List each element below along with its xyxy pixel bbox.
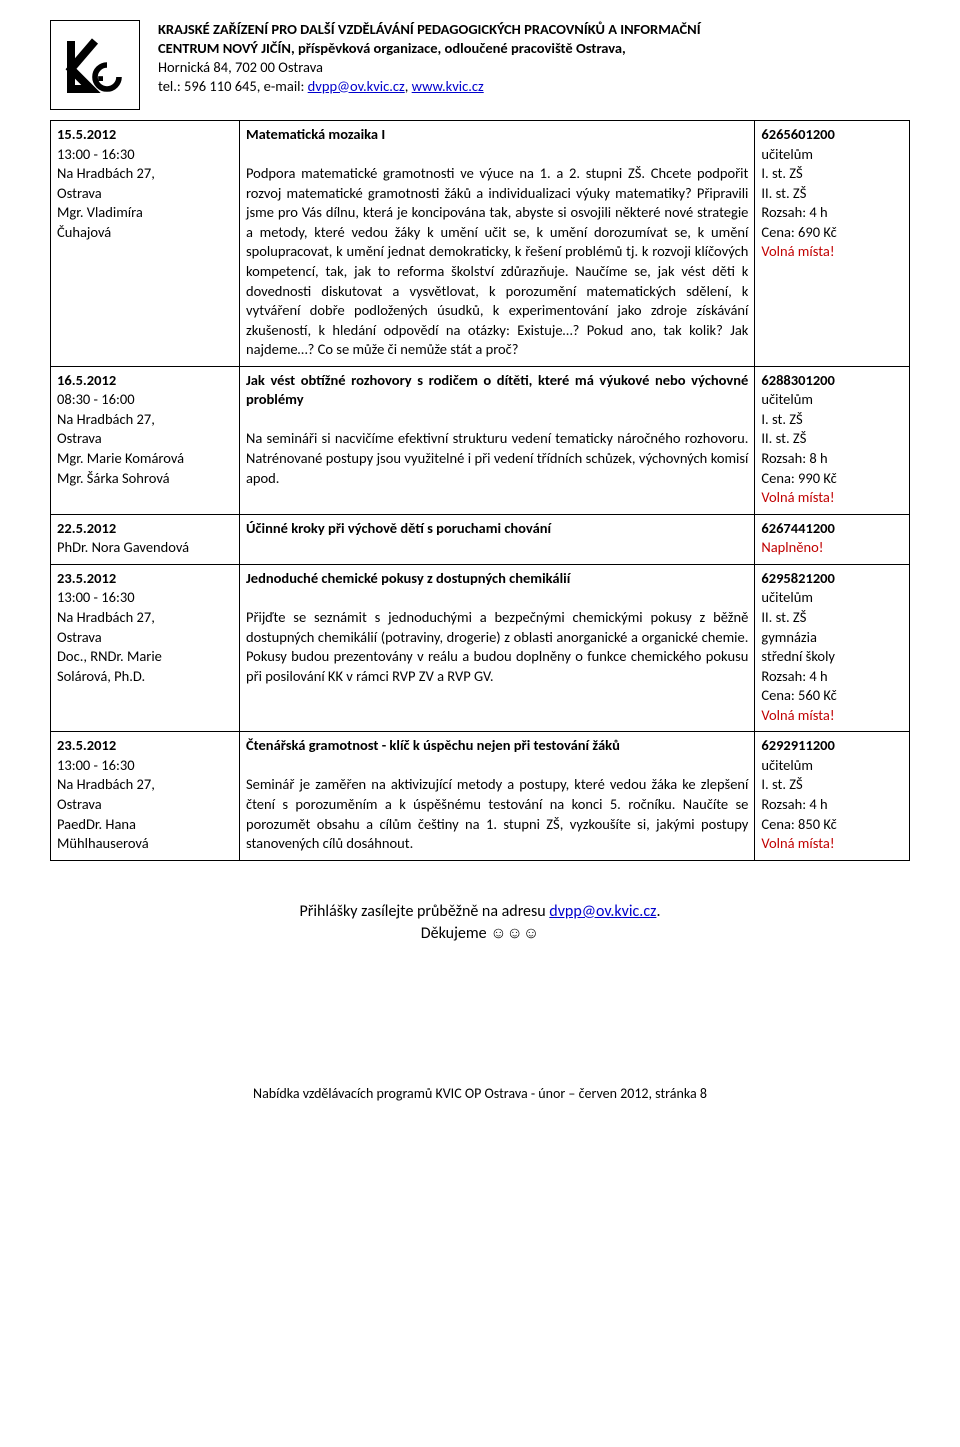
status: Volná místa!	[761, 706, 903, 726]
status: Volná místa!	[761, 242, 903, 262]
program-code: 6295821200	[761, 569, 903, 589]
header-web-link[interactable]: www.kvic.cz	[412, 77, 484, 95]
audience: I. st. ZŠ	[761, 410, 903, 430]
audience: učitelům	[761, 390, 903, 410]
program-body: Přijďte se seznámit s jednoduchými a bez…	[246, 608, 748, 686]
program-body: Seminář je zaměřen na aktivizující metod…	[246, 775, 748, 853]
status: Volná místa!	[761, 834, 903, 854]
audience: II. st. ZŠ	[761, 184, 903, 204]
table-row: 23.5.2012 13:00 - 16:30 Na Hradbách 27, …	[51, 564, 910, 732]
lecturer: Solárová, Ph.D.	[57, 667, 233, 687]
audience: učitelům	[761, 145, 903, 165]
program-body: Na semináři si nacvičíme efektivní struk…	[246, 429, 748, 488]
lecturer: Mühlhauserová	[57, 834, 233, 854]
program-code: 6288301200	[761, 371, 903, 391]
program-code: 6292911200	[761, 736, 903, 756]
place: Na Hradbách 27,	[57, 164, 233, 184]
footer-text: Přihlášky zasílejte průběžně na adresu	[300, 902, 550, 921]
lecturer: Mgr. Marie Komárová	[57, 449, 233, 469]
date: 16.5.2012	[57, 371, 233, 391]
time: 08:30 - 16:00	[57, 390, 233, 410]
status: Naplněno!	[761, 538, 903, 558]
audience: II. st. ZŠ	[761, 608, 903, 628]
place: Ostrava	[57, 795, 233, 815]
price: Cena: 850 Kč	[761, 815, 903, 835]
price: Cena: 990 Kč	[761, 469, 903, 489]
table-row: 23.5.2012 13:00 - 16:30 Na Hradbách 27, …	[51, 732, 910, 860]
lecturer: Mgr. Šárka Sohrová	[57, 469, 233, 489]
place: Na Hradbách 27,	[57, 410, 233, 430]
place: Ostrava	[57, 628, 233, 648]
audience: I. st. ZŠ	[761, 775, 903, 795]
extent: Rozsah: 4 h	[761, 667, 903, 687]
footer: Přihlášky zasílejte průběžně na adresu d…	[50, 901, 910, 946]
extent: Rozsah: 8 h	[761, 449, 903, 469]
header-line3: Hornická 84, 702 00 Ostrava	[158, 58, 701, 77]
place: Ostrava	[57, 184, 233, 204]
program-title: Účinné kroky při výchově dětí s porucham…	[246, 519, 748, 539]
audience: gymnázia	[761, 628, 903, 648]
place: Na Hradbách 27,	[57, 775, 233, 795]
place: Ostrava	[57, 429, 233, 449]
header-sep: ,	[405, 77, 412, 95]
header-line4: tel.: 596 110 645, e-mail: dvpp@ov.kvic.…	[158, 77, 701, 96]
logo-svg	[55, 25, 135, 105]
header-email-link[interactable]: dvpp@ov.kvic.cz	[308, 77, 405, 95]
page-number-note: Nabídka vzdělávacích programů KVIC OP Os…	[50, 1085, 910, 1102]
programs-table: 15.5.2012 13:00 - 16:30 Na Hradbách 27, …	[50, 120, 910, 861]
time: 13:00 - 16:30	[57, 756, 233, 776]
table-row: 16.5.2012 08:30 - 16:00 Na Hradbách 27, …	[51, 366, 910, 514]
program-title: Jak vést obtížné rozhovory s rodičem o d…	[246, 371, 748, 410]
logo	[50, 20, 140, 110]
lecturer: PhDr. Nora Gavendová	[57, 538, 233, 558]
table-row: 15.5.2012 13:00 - 16:30 Na Hradbách 27, …	[51, 121, 910, 367]
audience: učitelům	[761, 756, 903, 776]
program-title: Jednoduché chemické pokusy z dostupných …	[246, 569, 748, 589]
footer-line1: Přihlášky zasílejte průběžně na adresu d…	[50, 901, 910, 923]
header-phone: tel.: 596 110 645, e-mail:	[158, 77, 308, 95]
program-body: Podpora matematické gramotnosti ve výuce…	[246, 164, 748, 360]
audience: I. st. ZŠ	[761, 164, 903, 184]
lecturer: PaedDr. Hana	[57, 815, 233, 835]
program-code: 6265601200	[761, 125, 903, 145]
place: Na Hradbách 27,	[57, 608, 233, 628]
audience: učitelům	[761, 588, 903, 608]
lecturer: Mgr. Vladimíra	[57, 203, 233, 223]
time: 13:00 - 16:30	[57, 145, 233, 165]
document-header: KRAJSKÉ ZAŘÍZENÍ PRO DALŠÍ VZDĚLÁVÁNÍ PE…	[50, 20, 910, 110]
price: Cena: 560 Kč	[761, 686, 903, 706]
lecturer: Doc., RNDr. Marie	[57, 647, 233, 667]
lecturer: Čuhajová	[57, 223, 233, 243]
header-line2: CENTRUM NOVÝ JIČÍN, příspěvková organiza…	[158, 39, 701, 58]
date: 22.5.2012	[57, 519, 233, 539]
price: Cena: 690 Kč	[761, 223, 903, 243]
program-title: Matematická mozaika I	[246, 125, 748, 145]
extent: Rozsah: 4 h	[761, 795, 903, 815]
time: 13:00 - 16:30	[57, 588, 233, 608]
footer-email-link[interactable]: dvpp@ov.kvic.cz	[549, 902, 656, 921]
extent: Rozsah: 4 h	[761, 203, 903, 223]
program-title: Čtenářská gramotnost - klíč k úspěchu ne…	[246, 736, 748, 756]
date: 15.5.2012	[57, 125, 233, 145]
table-row: 22.5.2012 PhDr. Nora Gavendová Účinné kr…	[51, 514, 910, 564]
header-line1: KRAJSKÉ ZAŘÍZENÍ PRO DALŠÍ VZDĚLÁVÁNÍ PE…	[158, 20, 701, 39]
audience: střední školy	[761, 647, 903, 667]
footer-line2: Děkujeme ☺☺☺	[50, 923, 910, 945]
program-code: 6267441200	[761, 519, 903, 539]
status: Volná místa!	[761, 488, 903, 508]
date: 23.5.2012	[57, 569, 233, 589]
footer-text: .	[656, 902, 660, 921]
header-text: KRAJSKÉ ZAŘÍZENÍ PRO DALŠÍ VZDĚLÁVÁNÍ PE…	[158, 20, 701, 95]
date: 23.5.2012	[57, 736, 233, 756]
audience: II. st. ZŠ	[761, 429, 903, 449]
